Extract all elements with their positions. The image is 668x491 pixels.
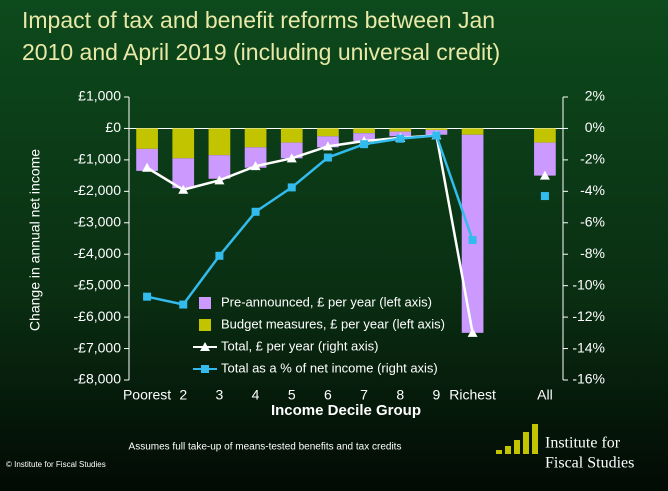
y-tick-label: -£4,000 xyxy=(74,245,122,261)
legend-label: Total, £ per year (right axis) xyxy=(221,338,379,353)
x-tick-label: 3 xyxy=(216,387,224,403)
bar xyxy=(317,128,339,137)
bar xyxy=(244,147,267,168)
y-tick-label: -£1,000 xyxy=(74,151,122,167)
x-tick-label: 7 xyxy=(360,387,368,403)
logo-text: Institute for xyxy=(545,435,621,452)
bar xyxy=(280,142,303,159)
y-tick-label: -£8,000 xyxy=(74,371,122,387)
x-axis-label: Income Decile Group xyxy=(271,402,421,419)
marker xyxy=(178,184,189,194)
y-tick-label: -£7,000 xyxy=(74,339,122,355)
y2-tick-label: 0% xyxy=(585,119,605,135)
y2-tick-label: -10% xyxy=(572,276,605,292)
x-tick-label: 9 xyxy=(433,387,441,403)
legend-marker xyxy=(200,342,210,351)
y-tick-label: -£2,000 xyxy=(74,182,122,198)
bar xyxy=(136,148,158,171)
bar xyxy=(208,155,231,179)
copyright: © Institute for Fiscal Studies xyxy=(6,460,106,469)
marker xyxy=(360,140,369,149)
y2-tick-label: -6% xyxy=(580,213,605,229)
bar xyxy=(425,128,448,131)
x-tick-label: 2 xyxy=(179,387,187,403)
marker xyxy=(143,292,152,301)
legend-swatch xyxy=(199,319,211,331)
marker xyxy=(250,161,261,171)
bar xyxy=(136,128,158,149)
bar xyxy=(534,142,556,176)
legend-label: Pre-announced, £ per year (left axis) xyxy=(221,294,432,309)
y2-tick-label: 2% xyxy=(585,88,605,104)
y-tick-label: -£3,000 xyxy=(74,213,122,229)
y2-tick-label: -16% xyxy=(572,371,605,387)
bar xyxy=(461,128,484,135)
marker xyxy=(214,175,225,185)
logo-text: Fiscal Studies xyxy=(545,455,634,472)
legend-swatch xyxy=(199,297,211,309)
bar xyxy=(534,128,556,143)
y2-tick-label: -8% xyxy=(580,245,605,261)
x-tick-label: 8 xyxy=(396,387,404,403)
marker xyxy=(540,192,549,201)
bar xyxy=(461,134,484,333)
marker xyxy=(286,153,297,163)
y2-tick-label: -2% xyxy=(580,151,605,167)
bar xyxy=(389,128,412,132)
marker xyxy=(396,134,405,143)
x-tick-label: Richest xyxy=(449,387,496,403)
marker xyxy=(539,170,550,180)
y-tick-label: £0 xyxy=(105,119,121,135)
marker xyxy=(287,183,296,192)
marker xyxy=(467,327,478,337)
y2-tick-label: -4% xyxy=(580,182,605,198)
bar xyxy=(172,158,195,189)
y-axis-label: Change in annual net income xyxy=(27,149,43,331)
x-tick-label: 6 xyxy=(324,387,332,403)
bar xyxy=(353,128,375,134)
legend-label: Budget measures, £ per year (left axis) xyxy=(221,316,445,331)
y-tick-label: -£5,000 xyxy=(74,276,122,292)
marker xyxy=(323,153,332,162)
bar xyxy=(208,128,231,156)
marker xyxy=(142,162,153,172)
bar xyxy=(280,128,303,143)
bar xyxy=(172,128,195,159)
marker xyxy=(432,131,441,140)
y2-tick-label: -12% xyxy=(572,308,605,324)
x-tick-label: 5 xyxy=(288,387,296,403)
marker xyxy=(251,207,260,216)
y2-tick-label: -14% xyxy=(572,339,605,355)
marker xyxy=(179,300,188,309)
chart-title: 2010 and April 2019 (including universal… xyxy=(22,39,500,65)
x-tick-label: Poorest xyxy=(123,387,171,403)
marker xyxy=(322,141,333,151)
y-tick-label: £1,000 xyxy=(78,88,121,104)
line xyxy=(146,134,474,306)
x-tick-label: All xyxy=(537,387,553,403)
legend-marker xyxy=(201,365,209,373)
y-tick-label: -£6,000 xyxy=(74,308,122,324)
logo-icon xyxy=(496,424,538,454)
chart-title: Impact of tax and benefit reforms betwee… xyxy=(22,7,495,33)
x-tick-label: 4 xyxy=(252,387,260,403)
legend-label: Total as a % of net income (right axis) xyxy=(221,360,438,375)
bar xyxy=(244,128,267,148)
marker xyxy=(215,251,224,260)
footnote: Assumes full take-up of means-tested ben… xyxy=(129,442,402,453)
marker xyxy=(468,236,477,245)
